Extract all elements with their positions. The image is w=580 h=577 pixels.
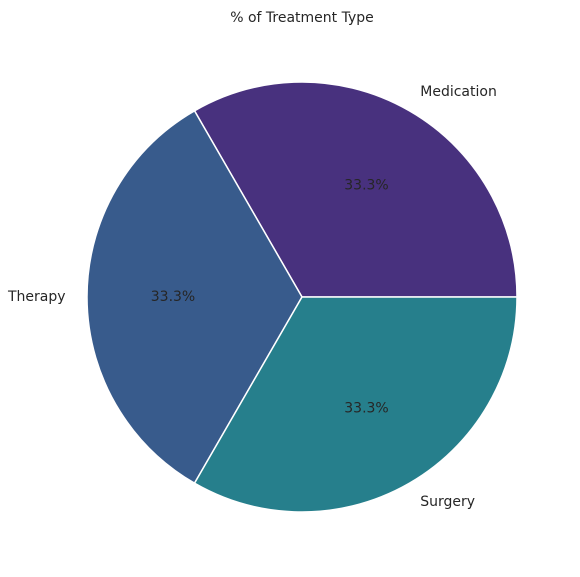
pie-slice-medication [193, 81, 518, 298]
slice-label-therapy: Therapy [7, 289, 66, 305]
percent-label-therapy: 33.3% [151, 289, 195, 305]
slice-label-surgery: Surgery [420, 494, 475, 510]
pie-labels: Medication 33.3% Therapy 33.3% Surgery 33.3% [7, 84, 497, 510]
pie-slice-therapy [86, 109, 303, 485]
pie-slice-surgery [193, 296, 518, 513]
pie-slices [86, 81, 518, 513]
percent-label-surgery: 33.3% [344, 401, 388, 417]
percent-label-medication: 33.3% [344, 177, 388, 193]
slice-label-medication: Medication [420, 84, 497, 100]
chart-title: % of Treatment Type [230, 10, 374, 26]
